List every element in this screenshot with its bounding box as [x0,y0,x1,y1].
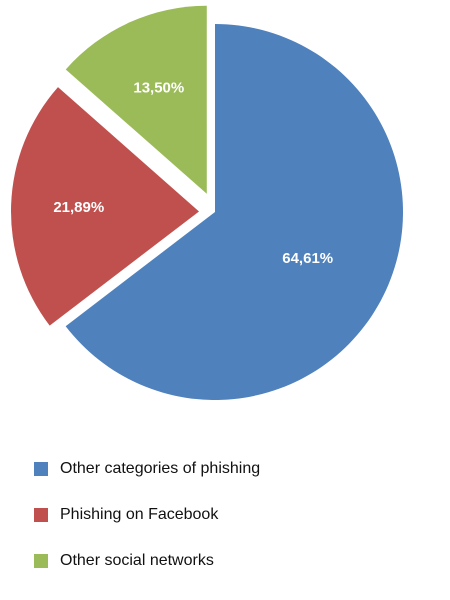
legend-swatch-phishing-on-facebook [34,508,48,522]
chart-legend: Other categories of phishing Phishing on… [34,456,414,594]
data-label-other-categories-of-phishing: 64,61% [282,250,333,267]
legend-label-other-social-networks: Other social networks [60,552,214,569]
pie-chart: 64,61% 21,89% 13,50% [11,5,403,400]
legend-swatch-other-social-networks [34,554,48,568]
pie-slice-phishing-on-facebook [11,87,200,326]
legend-item-phishing-on-facebook: Phishing on Facebook [34,502,414,528]
legend-item-other-categories-of-phishing: Other categories of phishing [34,456,414,482]
pie-slice-other-social-networks [65,5,207,194]
data-label-other-social-networks: 13,50% [133,80,184,97]
legend-label-phishing-on-facebook: Phishing on Facebook [60,506,219,523]
legend-swatch-other-categories-of-phishing [34,462,48,476]
pie-slice-other-categories-of-phishing [65,24,403,400]
data-label-phishing-on-facebook: 21,89% [53,199,104,216]
legend-item-other-social-networks: Other social networks [34,548,414,574]
legend-label-other-categories-of-phishing: Other categories of phishing [60,460,261,477]
